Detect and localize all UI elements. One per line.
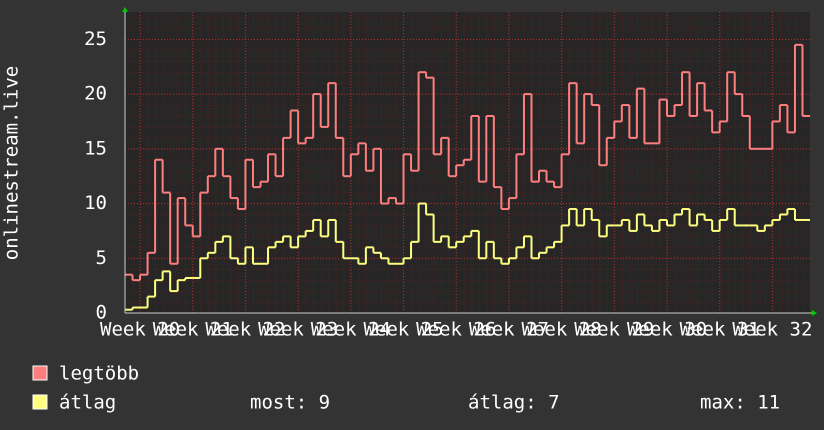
x-tick-label: Week 26	[416, 319, 496, 341]
x-tick-label: Week 20	[100, 319, 180, 341]
x-tick-label: Week 28	[522, 319, 602, 341]
x-tick-label: Week 29	[574, 319, 654, 341]
x-tick-label: Week 31	[680, 319, 760, 341]
step-riser	[131, 203, 796, 310]
y-tick-label: 15	[84, 137, 107, 159]
axis-arrow	[122, 7, 128, 12]
x-tick-label: Week 25	[363, 319, 443, 341]
minor-grid	[125, 12, 810, 313]
y-tick-label: 10	[84, 192, 107, 214]
step-riser	[131, 44, 804, 281]
legend-swatch	[32, 394, 48, 410]
y-tick-label: 5	[96, 247, 107, 269]
legend-stat: átlag: 7	[468, 392, 560, 414]
x-tick-label: Week 23	[258, 319, 338, 341]
y-axis-label: onlinestream.live	[1, 66, 23, 260]
legend-stat: most: 9	[250, 392, 330, 414]
legend-stat: max: 11	[700, 392, 780, 414]
x-tick-label: Week 21	[153, 319, 233, 341]
x-tick-label: Week 22	[205, 319, 285, 341]
axis-arrow	[812, 310, 817, 316]
x-tick-label: Week 30	[627, 319, 707, 341]
x-tick-label: Week 27	[469, 319, 549, 341]
legend-label: legtöbb	[59, 363, 139, 385]
y-tick-label: 25	[84, 28, 107, 50]
y-tick-label: 0	[96, 302, 107, 324]
y-tick-label: 20	[84, 83, 107, 105]
legend-swatch	[32, 365, 48, 381]
x-tick-label: Week 24	[311, 319, 391, 341]
legend-label: átlag	[59, 392, 116, 414]
x-tick-label: Week 32	[732, 319, 812, 341]
